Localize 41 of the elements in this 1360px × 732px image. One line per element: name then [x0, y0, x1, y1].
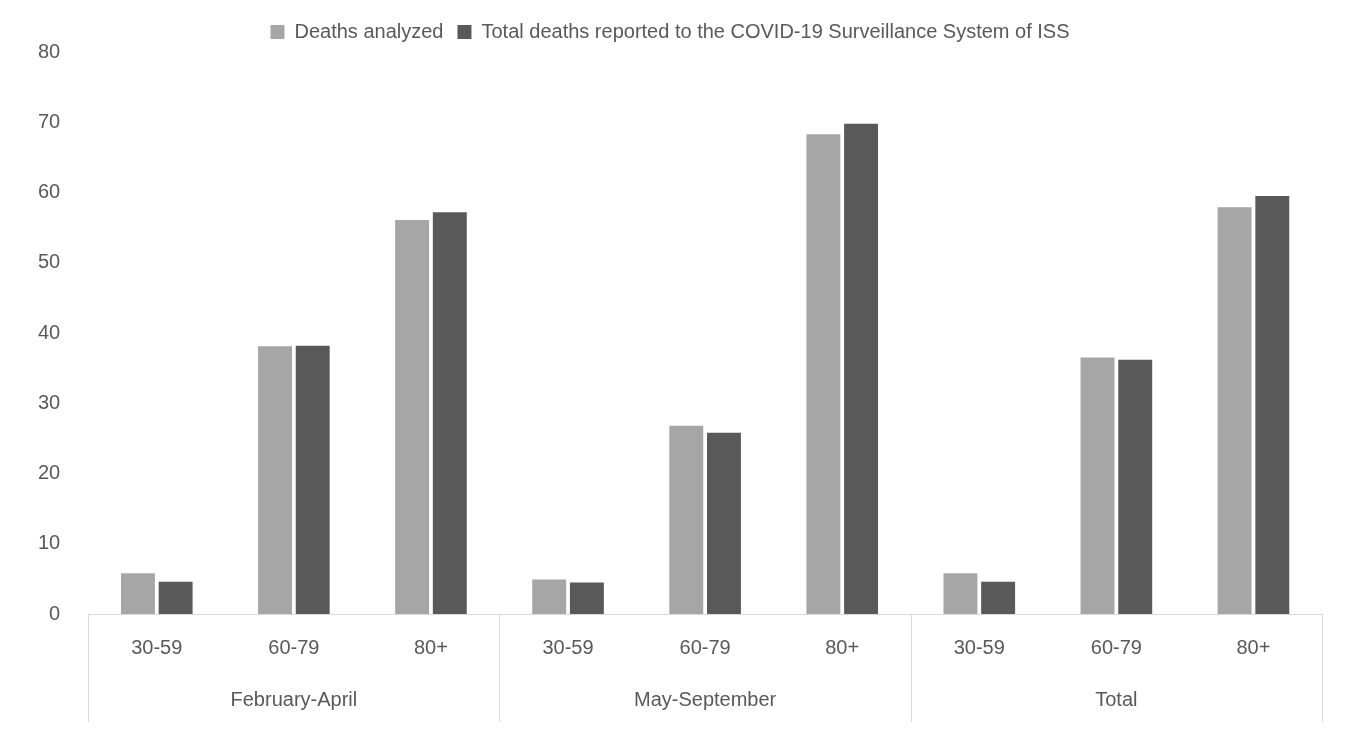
- bar: [1217, 207, 1252, 614]
- bar: [1080, 357, 1115, 614]
- text: May-September: [633, 687, 777, 710]
- legend-label: Deaths analyzed: [294, 19, 444, 42]
- bar: [158, 581, 193, 614]
- bar: [1118, 359, 1153, 614]
- y-tick-label: 60: [38, 180, 61, 203]
- bar: [806, 134, 841, 614]
- bar: [258, 346, 292, 614]
- y-tick-label: 70: [38, 109, 61, 132]
- y-tick-label: 30: [38, 390, 61, 413]
- text: Total: [1095, 687, 1138, 710]
- x-tick-label: 80+: [413, 635, 448, 658]
- y-tick-label: 20: [38, 461, 61, 484]
- bar: [120, 573, 155, 614]
- y-tick-label: 10: [38, 531, 61, 554]
- x-tick-label: 80+: [825, 635, 860, 658]
- y-tick-label: 50: [38, 250, 61, 273]
- text: February-April: [230, 687, 358, 710]
- y-tick-label: 0: [49, 601, 61, 624]
- x-tick-label: 60-79: [1090, 635, 1142, 658]
- bar: [669, 425, 704, 614]
- y-tick-label: 80: [38, 39, 61, 62]
- bar: [943, 573, 978, 614]
- x-tick-label: 60-79: [679, 635, 731, 658]
- bar: [432, 212, 467, 614]
- x-tick-label: 60-79: [268, 635, 320, 658]
- bar: [395, 219, 430, 614]
- x-tick-label: 30-59: [953, 635, 1005, 658]
- bar: [569, 582, 604, 614]
- bar: [532, 579, 567, 614]
- legend-label: Total deaths reported to the COVID-19 Surveillance System of ISS: [481, 19, 1070, 42]
- x-tick-label: 30-59: [131, 635, 183, 658]
- bar: [707, 432, 741, 614]
- bar: [295, 345, 330, 614]
- x-tick-label: 30-59: [542, 635, 594, 658]
- bar: [981, 581, 1016, 614]
- bar: [844, 123, 879, 614]
- x-tick-label: 80+: [1236, 635, 1271, 658]
- bar: [1255, 196, 1290, 614]
- y-tick-label: 40: [38, 320, 61, 343]
